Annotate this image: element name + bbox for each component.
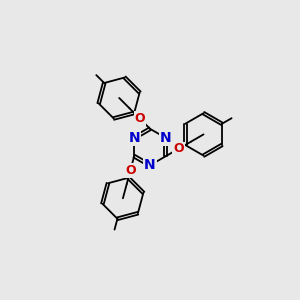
Text: N: N [144,158,156,172]
Text: N: N [160,131,172,145]
Text: O: O [125,164,136,177]
Text: O: O [134,112,145,125]
Text: N: N [128,131,140,145]
Text: O: O [173,142,184,155]
